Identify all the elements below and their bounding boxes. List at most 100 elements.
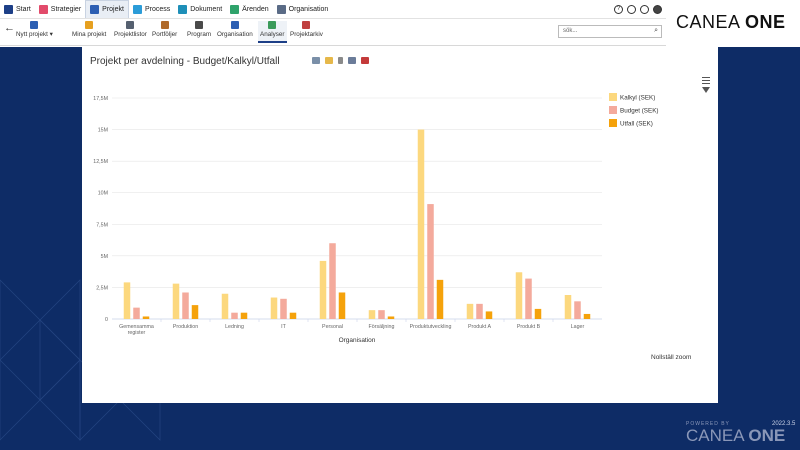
y-tick-label: 0 [105,317,108,323]
reset-zoom-button[interactable]: Nollställ zoom [651,354,692,361]
search-icon[interactable]: ⌕ [654,27,658,34]
bar [534,308,542,319]
filter-icon[interactable] [702,87,710,93]
bar [476,303,483,319]
bar [368,310,376,319]
version-label: 2022.3.5 [772,421,796,427]
tab-organisation[interactable]: Organisation [273,0,333,18]
tab-label: Strategier [50,5,82,13]
home-icon [4,4,13,14]
toolbar-program[interactable]: Program [187,21,211,38]
bar [485,311,493,319]
toolbar-label: Projektlistor [114,31,147,38]
bar [417,129,425,319]
y-tick-label: 12,5M [93,159,108,165]
toolbar-label: Program [187,31,212,38]
x-tick-label: Försäljning [369,324,395,330]
page-title: Projekt per avdelning - Budget/Kalkyl/Ut… [90,56,280,67]
organisation-icon [230,21,239,29]
gear-icon[interactable] [640,5,649,14]
bar [515,272,523,319]
bar [338,292,346,319]
bar [280,298,287,319]
toolbar-mina-projekt[interactable]: Mina projekt [72,21,106,38]
toolbar-label: Analyser [260,31,285,38]
analysis-panel: Projekt per avdelning - Budget/Kalkyl/Ut… [82,47,718,403]
app-logo: CANEA ONE [676,12,786,32]
x-tick-label: Produkt A [468,324,491,330]
legend-item: Utfall (SEK) [620,121,653,128]
bar [240,312,248,319]
bar-chart: 0 2,5M 5M 7,5M 10M 12,5M 15M 17,5M Gemensammareg… [93,93,659,344]
x-tick-label: Lager [571,324,585,330]
bar [221,293,229,319]
legend-swatch [609,106,617,114]
document-icon [178,4,188,14]
tab-strategier[interactable]: Strategier [35,0,85,18]
bar [123,282,131,319]
legend-swatch [609,119,617,127]
new-project-icon [30,21,39,29]
bar [270,297,278,319]
bar [564,295,572,319]
tab-label: Ärenden [242,5,269,13]
toolbar-organisation[interactable]: Organisation [217,21,253,38]
y-tick-label: 7,5M [96,222,108,228]
bar [574,301,581,319]
portfolio-icon [160,21,169,29]
table-view-icon[interactable] [312,57,320,64]
legend-item: Budget (SEK) [620,108,659,115]
x-tick-label: Produkt B [517,324,541,330]
program-icon [195,21,204,29]
tab-label: Projekt [102,6,124,13]
tab-process[interactable]: Process [129,0,174,18]
toolbar: ← Nytt projekt ▾ Mina projekt Projektlisto… [0,18,666,46]
tab-start[interactable]: Start [0,0,35,18]
archive-icon [302,21,311,29]
bar [387,316,395,319]
palette-icon[interactable] [627,5,636,14]
project-icon [90,5,100,14]
bar [319,260,327,319]
analysis-icon [268,21,277,29]
tab-label: Dokument [190,5,223,13]
tab-label: Process [144,5,171,13]
tab-dokument[interactable]: Dokument [174,0,226,18]
avatar[interactable] [653,5,662,14]
y-tick-label: 10M [98,191,108,197]
cases-icon [230,4,240,14]
bar [427,204,434,319]
save-icon[interactable] [348,57,356,64]
x-tick-label: IT [281,324,286,330]
x-tick-label: Gemensamma [119,324,154,330]
legend-swatch [609,93,617,101]
toolbar-nytt-projekt[interactable]: Nytt projekt ▾ [16,21,53,38]
folder-icon[interactable] [325,57,333,64]
bar [182,292,189,319]
back-arrow-icon[interactable]: ← [4,22,15,34]
y-tick-label: 5M [101,254,108,260]
bar [466,303,474,319]
footer-brand: CANEA ONE [686,426,786,445]
help-icon[interactable]: ? [614,5,623,14]
toolbar-label: Nytt projekt ▾ [16,31,53,38]
tab-projekt[interactable]: Projekt [85,0,129,18]
edit-icon[interactable] [338,57,343,64]
panel-tools [312,57,369,64]
bar [133,307,140,319]
pdf-icon[interactable] [361,57,369,64]
x-tick-label: Ledning [225,324,244,330]
bar [191,305,199,319]
toolbar-label: Organisation [217,31,253,38]
toolbar-portföljer[interactable]: Portföljer [152,21,177,38]
toolbar-analyser[interactable]: Analyser [258,21,287,43]
tab-ärenden[interactable]: Ärenden [226,0,272,18]
tab-label: Start [16,5,31,13]
organisation-icon [276,4,286,14]
toolbar-projektlistor[interactable]: Projektlistor [114,21,147,38]
y-tick-label: 15M [98,128,108,134]
search-input[interactable]: sök... ⌕ [558,25,662,38]
toolbar-projektarkiv[interactable]: Projektarkiv [290,21,323,38]
chart-menu-icon[interactable] [702,77,710,86]
list-icon [126,21,135,29]
